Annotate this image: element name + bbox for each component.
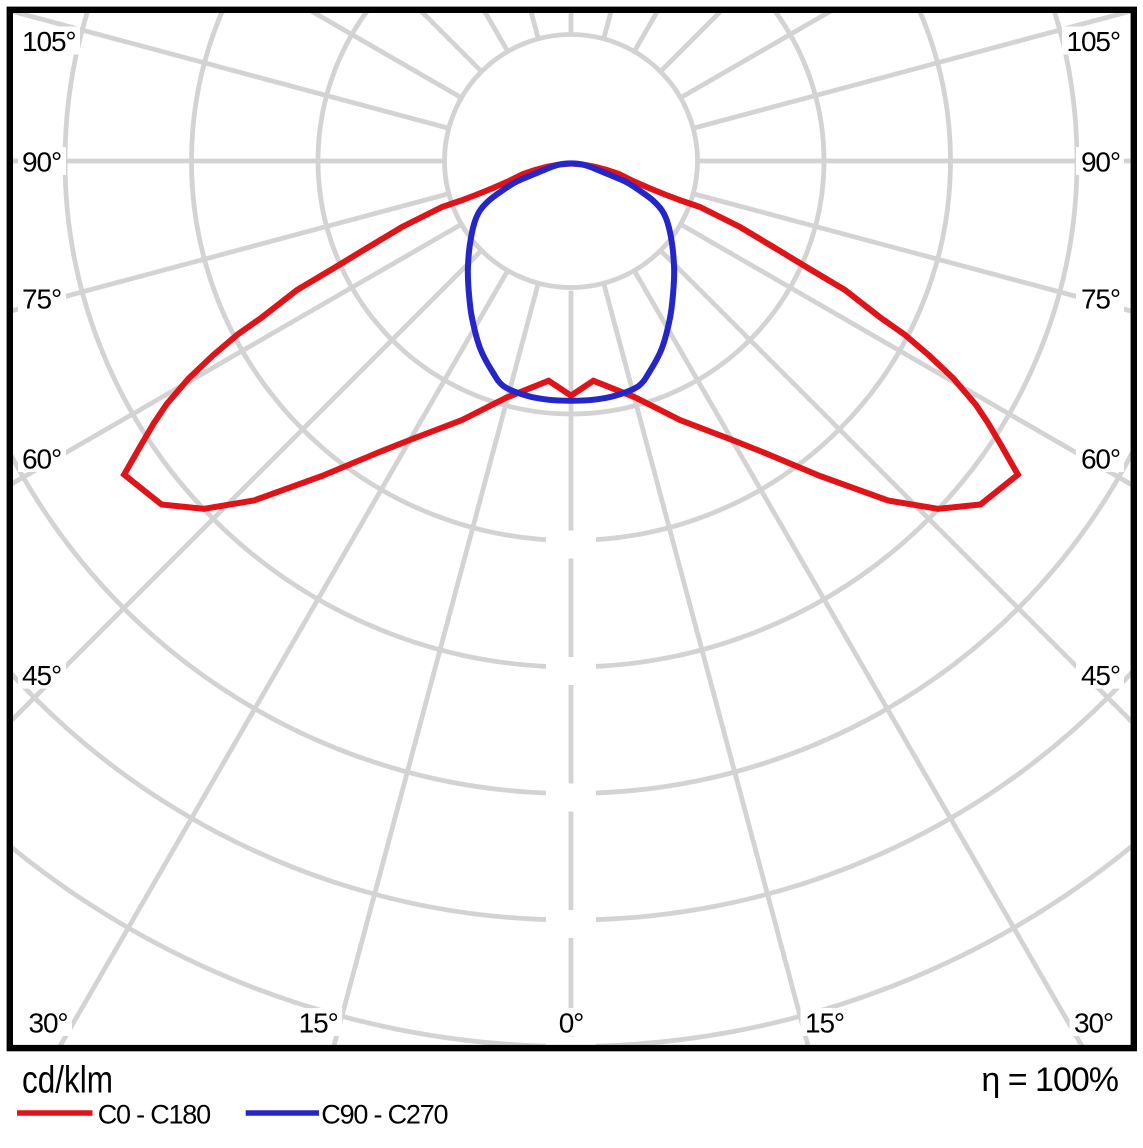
svg-text:15°: 15° [299, 1008, 338, 1039]
svg-text:30°: 30° [28, 1008, 67, 1039]
svg-text:90°: 90° [1081, 147, 1120, 178]
svg-text:60°: 60° [1081, 444, 1120, 475]
svg-text:60°: 60° [22, 444, 61, 475]
svg-text:30°: 30° [1074, 1008, 1113, 1039]
svg-text:105°: 105° [1066, 26, 1120, 57]
svg-text:75°: 75° [22, 284, 61, 315]
svg-text:cd/klm: cd/klm [22, 1060, 113, 1102]
svg-text:C0 - C180: C0 - C180 [98, 1100, 210, 1130]
svg-text:105°: 105° [22, 26, 76, 57]
svg-text:75°: 75° [1081, 284, 1120, 315]
svg-text:C90 - C270: C90 - C270 [321, 1100, 447, 1130]
svg-text:45°: 45° [22, 660, 61, 691]
svg-text:η = 100%: η = 100% [981, 1061, 1118, 1099]
svg-text:45°: 45° [1081, 660, 1120, 691]
svg-text:15°: 15° [805, 1008, 844, 1039]
svg-text:90°: 90° [22, 147, 61, 178]
svg-text:0°: 0° [559, 1008, 584, 1039]
